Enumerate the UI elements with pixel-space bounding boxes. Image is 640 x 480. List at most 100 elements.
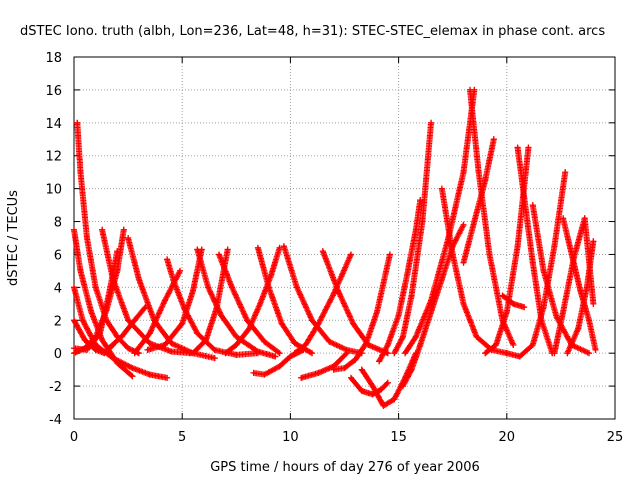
data-point [560, 215, 567, 222]
data-point [244, 317, 251, 324]
data-point [363, 340, 370, 347]
data-point [553, 313, 560, 320]
data-point [417, 341, 424, 348]
y-tick-label: 8 [54, 216, 62, 231]
data-series [99, 226, 194, 357]
data-series [71, 226, 127, 357]
data-point [261, 371, 268, 378]
x-tick-label: 0 [70, 430, 78, 445]
data-point [562, 169, 569, 176]
plus-markers [358, 350, 419, 409]
data-series [499, 292, 528, 311]
data-point [215, 251, 222, 258]
data-point [412, 226, 419, 233]
data-point [218, 312, 225, 319]
data-point [129, 373, 136, 380]
plus-markers [71, 226, 136, 380]
data-point [386, 251, 393, 258]
data-point [103, 307, 110, 314]
data-point [486, 251, 493, 258]
data-point [564, 350, 571, 357]
data-point [109, 355, 116, 362]
data-point [131, 350, 138, 357]
data-point [224, 246, 231, 253]
data-series [144, 246, 205, 353]
data-point [92, 333, 99, 340]
data-point [521, 193, 528, 200]
data-point [399, 383, 406, 390]
y-tick-label: -2 [49, 380, 62, 395]
data-point [540, 267, 547, 274]
data-point [412, 333, 419, 340]
data-point [114, 267, 121, 274]
data-point [590, 300, 597, 307]
data-point [378, 386, 385, 393]
data-point [391, 396, 398, 403]
data-point [118, 333, 125, 340]
data-point [460, 169, 467, 176]
plot-frame [73, 56, 616, 420]
data-point [551, 350, 558, 357]
data-point [438, 185, 445, 192]
data-point [551, 243, 558, 250]
y-tick-label: -4 [49, 413, 62, 428]
data-point [125, 345, 132, 352]
data-series [298, 350, 350, 381]
data-point [261, 338, 268, 345]
y-tick-label: 0 [54, 347, 62, 362]
data-point [267, 272, 274, 279]
plus-markers [144, 246, 205, 353]
data-series [514, 144, 556, 357]
data-point [510, 341, 517, 348]
data-point [272, 353, 279, 360]
data-series [71, 226, 136, 380]
data-point [233, 351, 240, 358]
data-point [164, 256, 171, 263]
data-point [391, 350, 398, 357]
data-point [384, 341, 391, 348]
data-series [460, 136, 497, 266]
data-point [77, 169, 84, 176]
data-point [190, 350, 197, 357]
data-point [177, 267, 184, 274]
data-point [265, 284, 272, 291]
data-point [330, 366, 337, 373]
data-point [146, 340, 153, 347]
data-point [92, 284, 99, 291]
x-tick-label: 20 [499, 430, 516, 445]
data-point [71, 317, 77, 324]
data-point [194, 330, 201, 337]
data-point [101, 350, 108, 357]
data-point [350, 320, 357, 327]
y-tick-label: 14 [45, 117, 62, 132]
data-point [514, 243, 521, 250]
data-point [99, 226, 106, 233]
data-point [417, 197, 424, 204]
data-point [490, 136, 497, 143]
data-point [74, 119, 81, 126]
data-series [376, 197, 424, 365]
data-point [341, 364, 348, 371]
data-point [492, 341, 499, 348]
data-point [287, 353, 294, 360]
data-point [179, 320, 186, 327]
data-series [215, 251, 283, 357]
data-point [428, 297, 435, 304]
data-point [211, 346, 218, 353]
data-point [516, 353, 523, 360]
y-tick-label: 10 [45, 183, 62, 198]
data-series [190, 246, 231, 357]
data-point [83, 235, 90, 241]
data-point [475, 169, 482, 176]
data-point [293, 284, 300, 291]
data-point [309, 317, 316, 324]
data-point [408, 366, 415, 373]
data-point [276, 363, 283, 370]
data-point [581, 215, 588, 222]
data-point [586, 350, 593, 357]
data-point [205, 284, 212, 291]
data-point [170, 277, 177, 284]
data-point [194, 246, 201, 253]
data-point [586, 317, 593, 324]
